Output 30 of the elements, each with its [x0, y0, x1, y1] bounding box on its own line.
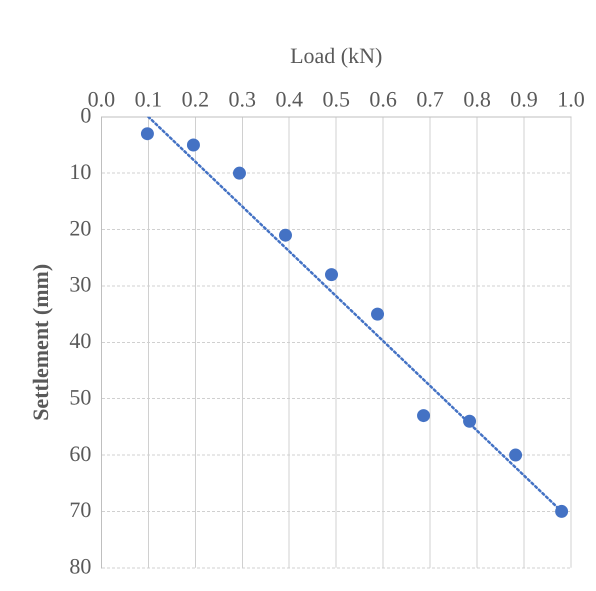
x-tick-label: 0.1	[134, 86, 162, 112]
y-tick-label: 80	[69, 554, 92, 579]
y-tick-label: 70	[69, 497, 92, 522]
point	[140, 127, 154, 140]
point	[371, 308, 384, 321]
y-tick-label: 20	[69, 215, 92, 240]
y-tick-label: 30	[69, 272, 92, 297]
y-axis-title: Settlement (mm)	[28, 264, 53, 421]
x-tick-label: 0.9	[510, 86, 538, 112]
y-tick-label: 50	[69, 384, 92, 410]
point	[417, 409, 430, 422]
x-tick-label: 0.6	[369, 86, 397, 112]
x-axis-title: Load (kN)	[290, 42, 382, 68]
x-tick-label: 0.3	[228, 86, 256, 112]
point	[325, 268, 338, 282]
x-tick-label: 0.4	[275, 86, 303, 112]
x-tick-label: 1.0	[557, 86, 585, 112]
point	[509, 448, 522, 462]
point	[555, 504, 568, 518]
x-tick-label: 0.8	[463, 86, 491, 112]
point	[463, 414, 476, 428]
point	[186, 138, 200, 152]
y-tick-label: 10	[69, 158, 92, 184]
y-tick-label: 40	[69, 328, 92, 354]
x-tick-label: 0.2	[182, 86, 210, 112]
y-tick-label: 60	[69, 440, 92, 466]
x-tick-label: 0.5	[322, 86, 350, 112]
point	[232, 166, 246, 180]
x-tick-label: 0.7	[416, 86, 444, 112]
point	[278, 228, 292, 242]
